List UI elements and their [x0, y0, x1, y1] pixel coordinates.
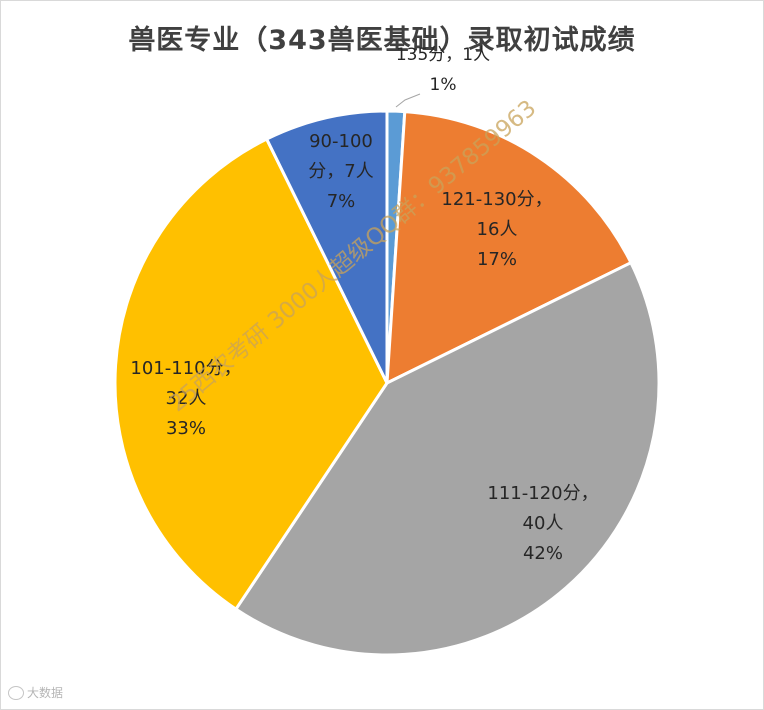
- footer-watermark: 大数据: [8, 684, 63, 701]
- leader-line-0: [396, 94, 420, 107]
- footer-watermark-text: 大数据: [27, 684, 63, 701]
- leader-lines: [396, 94, 420, 107]
- data-label-0: 135分，1人 1%: [396, 45, 490, 95]
- brand-logo-icon: [8, 686, 24, 700]
